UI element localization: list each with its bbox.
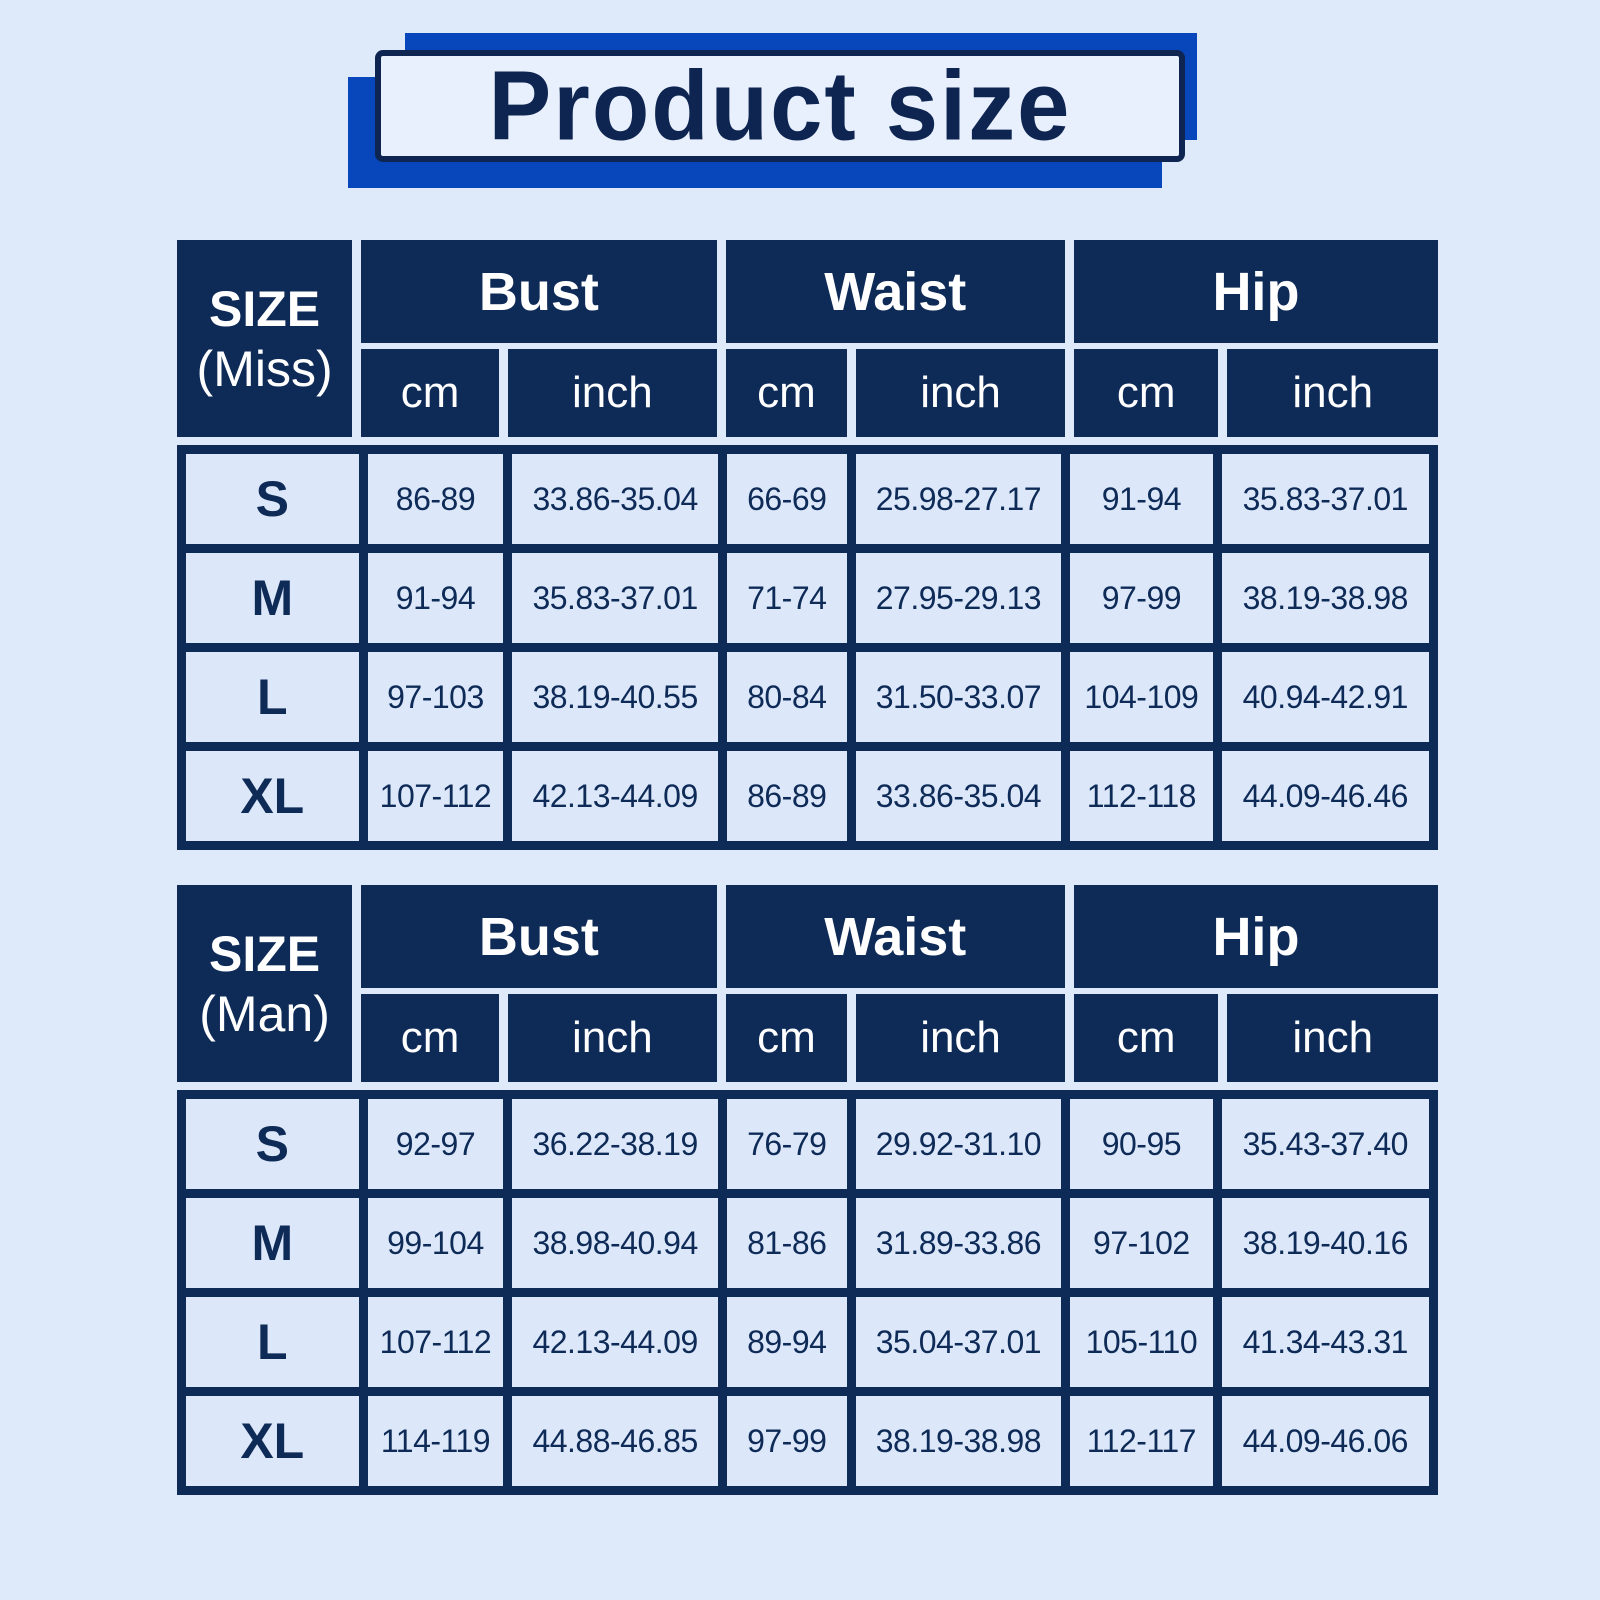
size-label: SIZE bbox=[209, 280, 321, 337]
size-header-cell: SIZE (Miss) bbox=[177, 240, 353, 437]
column-group-waist: Waist bbox=[725, 240, 1065, 343]
unit-header-cm: cm bbox=[725, 349, 848, 437]
column-group-waist: Waist bbox=[725, 885, 1065, 988]
bust-cm-value: 92-97 bbox=[367, 1099, 504, 1189]
size-table-miss: SIZE (Miss) Bust Waist Hip cm inch cm in… bbox=[177, 240, 1438, 850]
hip-inch-value: 35.43-37.40 bbox=[1221, 1099, 1429, 1189]
waist-cm-value: 80-84 bbox=[726, 652, 847, 742]
bust-cm-value: 107-112 bbox=[367, 1297, 504, 1387]
hip-inch-value: 44.09-46.46 bbox=[1221, 751, 1429, 841]
hip-inch-value: 38.19-38.98 bbox=[1221, 553, 1429, 643]
table-man-body: S 92-97 36.22-38.19 76-79 29.92-31.10 90… bbox=[177, 1090, 1438, 1495]
waist-inch-value: 29.92-31.10 bbox=[855, 1099, 1062, 1189]
waist-cm-value: 81-86 bbox=[726, 1198, 847, 1288]
unit-header-inch: inch bbox=[856, 994, 1065, 1082]
waist-inch-value: 25.98-27.17 bbox=[855, 454, 1062, 544]
bust-cm-value: 107-112 bbox=[367, 751, 504, 841]
size-cell: S bbox=[186, 454, 359, 544]
size-cell: L bbox=[186, 1297, 359, 1387]
bust-inch-value: 42.13-44.09 bbox=[512, 751, 718, 841]
hip-cm-value: 90-95 bbox=[1070, 1099, 1213, 1189]
hip-cm-value: 91-94 bbox=[1070, 454, 1213, 544]
bust-inch-value: 42.13-44.09 bbox=[512, 1297, 718, 1387]
hip-cm-value: 97-102 bbox=[1070, 1198, 1213, 1288]
column-group-hip: Hip bbox=[1073, 885, 1438, 988]
column-group-bust: Bust bbox=[361, 240, 717, 343]
waist-cm-value: 66-69 bbox=[726, 454, 847, 544]
bust-cm-value: 114-119 bbox=[367, 1396, 504, 1486]
unit-header-inch: inch bbox=[856, 349, 1065, 437]
size-cell: XL bbox=[186, 1396, 359, 1486]
unit-header-cm: cm bbox=[1073, 349, 1219, 437]
page-title: Product size bbox=[488, 50, 1072, 161]
size-label: SIZE bbox=[209, 925, 321, 982]
hip-inch-value: 44.09-46.06 bbox=[1221, 1396, 1429, 1486]
waist-inch-value: 35.04-37.01 bbox=[855, 1297, 1062, 1387]
bust-inch-value: 35.83-37.01 bbox=[512, 553, 718, 643]
waist-cm-value: 89-94 bbox=[726, 1297, 847, 1387]
waist-cm-value: 86-89 bbox=[726, 751, 847, 841]
table-miss-body: S 86-89 33.86-35.04 66-69 25.98-27.17 91… bbox=[177, 445, 1438, 850]
size-cell: M bbox=[186, 553, 359, 643]
title-box: Product size bbox=[375, 50, 1185, 162]
unit-header-inch: inch bbox=[1227, 994, 1438, 1082]
hip-cm-value: 105-110 bbox=[1070, 1297, 1213, 1387]
title-banner: Product size bbox=[348, 33, 1200, 193]
size-cell: XL bbox=[186, 751, 359, 841]
bust-cm-value: 86-89 bbox=[367, 454, 504, 544]
bust-inch-value: 38.19-40.55 bbox=[512, 652, 718, 742]
bust-inch-value: 44.88-46.85 bbox=[512, 1396, 718, 1486]
waist-inch-value: 31.50-33.07 bbox=[855, 652, 1062, 742]
column-group-hip: Hip bbox=[1073, 240, 1438, 343]
unit-header-cm: cm bbox=[361, 994, 499, 1082]
size-sub-label: (Man) bbox=[199, 985, 330, 1042]
bust-cm-value: 99-104 bbox=[367, 1198, 504, 1288]
table-miss-header: SIZE (Miss) Bust Waist Hip cm inch cm in… bbox=[177, 240, 1438, 437]
size-cell: L bbox=[186, 652, 359, 742]
bust-inch-value: 38.98-40.94 bbox=[512, 1198, 718, 1288]
waist-inch-value: 31.89-33.86 bbox=[855, 1198, 1062, 1288]
size-table-man: SIZE (Man) Bust Waist Hip cm inch cm inc… bbox=[177, 885, 1438, 1495]
waist-cm-value: 97-99 bbox=[726, 1396, 847, 1486]
unit-header-inch: inch bbox=[507, 994, 717, 1082]
hip-cm-value: 97-99 bbox=[1070, 553, 1213, 643]
size-header-cell: SIZE (Man) bbox=[177, 885, 353, 1082]
unit-header-inch: inch bbox=[1227, 349, 1438, 437]
unit-header-cm: cm bbox=[1073, 994, 1219, 1082]
hip-cm-value: 104-109 bbox=[1070, 652, 1213, 742]
waist-inch-value: 27.95-29.13 bbox=[855, 553, 1062, 643]
hip-inch-value: 41.34-43.31 bbox=[1221, 1297, 1429, 1387]
unit-header-cm: cm bbox=[361, 349, 499, 437]
size-cell: M bbox=[186, 1198, 359, 1288]
waist-inch-value: 38.19-38.98 bbox=[855, 1396, 1062, 1486]
hip-inch-value: 38.19-40.16 bbox=[1221, 1198, 1429, 1288]
size-cell: S bbox=[186, 1099, 359, 1189]
hip-inch-value: 40.94-42.91 bbox=[1221, 652, 1429, 742]
unit-header-inch: inch bbox=[507, 349, 717, 437]
hip-cm-value: 112-117 bbox=[1070, 1396, 1213, 1486]
bust-inch-value: 33.86-35.04 bbox=[512, 454, 718, 544]
waist-cm-value: 76-79 bbox=[726, 1099, 847, 1189]
waist-cm-value: 71-74 bbox=[726, 553, 847, 643]
hip-inch-value: 35.83-37.01 bbox=[1221, 454, 1429, 544]
unit-header-cm: cm bbox=[725, 994, 848, 1082]
hip-cm-value: 112-118 bbox=[1070, 751, 1213, 841]
bust-cm-value: 91-94 bbox=[367, 553, 504, 643]
bust-inch-value: 36.22-38.19 bbox=[512, 1099, 718, 1189]
column-group-bust: Bust bbox=[361, 885, 717, 988]
waist-inch-value: 33.86-35.04 bbox=[855, 751, 1062, 841]
size-sub-label: (Miss) bbox=[196, 340, 333, 397]
bust-cm-value: 97-103 bbox=[367, 652, 504, 742]
table-man-header: SIZE (Man) Bust Waist Hip cm inch cm inc… bbox=[177, 885, 1438, 1082]
